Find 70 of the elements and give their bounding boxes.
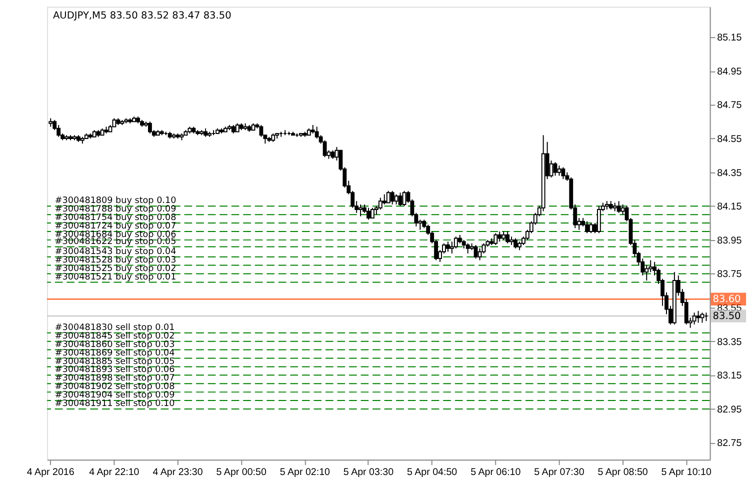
y-tick-label: 84.95	[717, 66, 742, 78]
candlestick	[557, 165, 562, 176]
x-tick-label: 5 Apr 10:10	[661, 466, 712, 478]
ref-line-label: #300481860 sell stop 0.03	[54, 340, 175, 350]
candlestick	[398, 192, 402, 207]
candlestick	[696, 310, 700, 324]
candlestick	[446, 241, 450, 252]
candlestick	[692, 312, 696, 325]
candlestick	[561, 166, 566, 180]
candlestick	[370, 207, 374, 218]
x-tick-label: 4 Apr 2016	[26, 466, 75, 478]
candlestick	[259, 124, 264, 138]
ref-line-label: #300481788 buy stop 0.09	[54, 204, 176, 215]
ref-line-label: #300481525 buy stop 0.02	[54, 264, 176, 274]
candlestick	[394, 194, 398, 205]
candlestick	[382, 194, 386, 205]
y-tick-label: 84.15	[717, 202, 742, 213]
candlestick	[366, 207, 370, 220]
y-tick-label: 84.55	[717, 134, 742, 145]
ref-line-label: #300481911 sell stop 0.10	[54, 399, 176, 410]
ref-line-label: #300481521 buy stop 0.01	[54, 272, 176, 282]
candlestick	[553, 162, 558, 176]
ref-line-label: 83.50	[712, 310, 741, 322]
candlestick	[506, 231, 510, 244]
x-tick-label: 4 Apr 22:10	[89, 466, 140, 478]
x-tick-label: 5 Apr 02:10	[280, 466, 331, 478]
y-tick-label: 83.75	[717, 269, 742, 280]
candlestick	[474, 244, 478, 260]
ref-line-label: #300481724 buy stop 0.07	[54, 222, 176, 232]
y-tick-label: 82.75	[717, 438, 742, 450]
ref-line-label: #300481869 sell stop 0.04	[54, 348, 176, 358]
candlestick	[585, 220, 589, 234]
candlestick	[596, 206, 601, 234]
x-tick-label: 4 Apr 23:30	[152, 466, 204, 478]
candlestick	[378, 197, 382, 210]
candlestick	[466, 242, 470, 254]
x-tick-label: 5 Apr 08:50	[598, 466, 648, 478]
y-tick-label: 84.35	[717, 168, 742, 179]
y-tick-label: 82.95	[717, 404, 742, 416]
y-tick-label: 83.15	[717, 370, 742, 382]
x-tick-label: 5 Apr 07:30	[534, 466, 585, 478]
candlestick	[314, 126, 319, 140]
ref-line-label: #300481754 buy stop 0.08	[54, 213, 176, 224]
x-tick-label: 5 Apr 04:50	[407, 466, 458, 478]
ref-line-label: #300481543 buy stop 0.04	[54, 246, 177, 257]
candlestick	[358, 204, 363, 217]
y-tick-label: 85.15	[717, 32, 742, 44]
candlestick	[386, 190, 390, 204]
ref-line-label: #300481809 buy stop 0.10	[54, 196, 177, 206]
candlestick	[514, 238, 518, 249]
candlestick	[478, 248, 482, 261]
candlestick	[498, 231, 502, 242]
y-tick-label: 83.95	[717, 235, 742, 246]
y-tick-label: 83.35	[717, 336, 742, 348]
candlestick	[616, 200, 621, 214]
candlestick	[494, 232, 498, 246]
candlestick	[402, 190, 406, 207]
y-tick-label: 84.75	[717, 100, 742, 112]
ref-line-label: #300481845 sell stop 0.02	[54, 331, 175, 342]
chart-title: AUDJPY,M5 83.50 83.52 83.47 83.50	[52, 10, 232, 22]
x-tick-label: 5 Apr 06:10	[470, 466, 522, 478]
x-tick-label: 5 Apr 03:30	[343, 466, 394, 478]
candlestick	[589, 222, 593, 234]
candlestick	[390, 190, 394, 205]
ref-line-label: #300481830 sell stop 0.01	[54, 322, 175, 333]
ref-line-label: #300481528 buy stop 0.03	[54, 255, 176, 266]
x-tick-label: 5 Apr 00:50	[216, 466, 267, 478]
candlestick	[148, 121, 152, 134]
candlestick	[482, 242, 486, 254]
ref-line-label: 83.60	[712, 294, 741, 306]
